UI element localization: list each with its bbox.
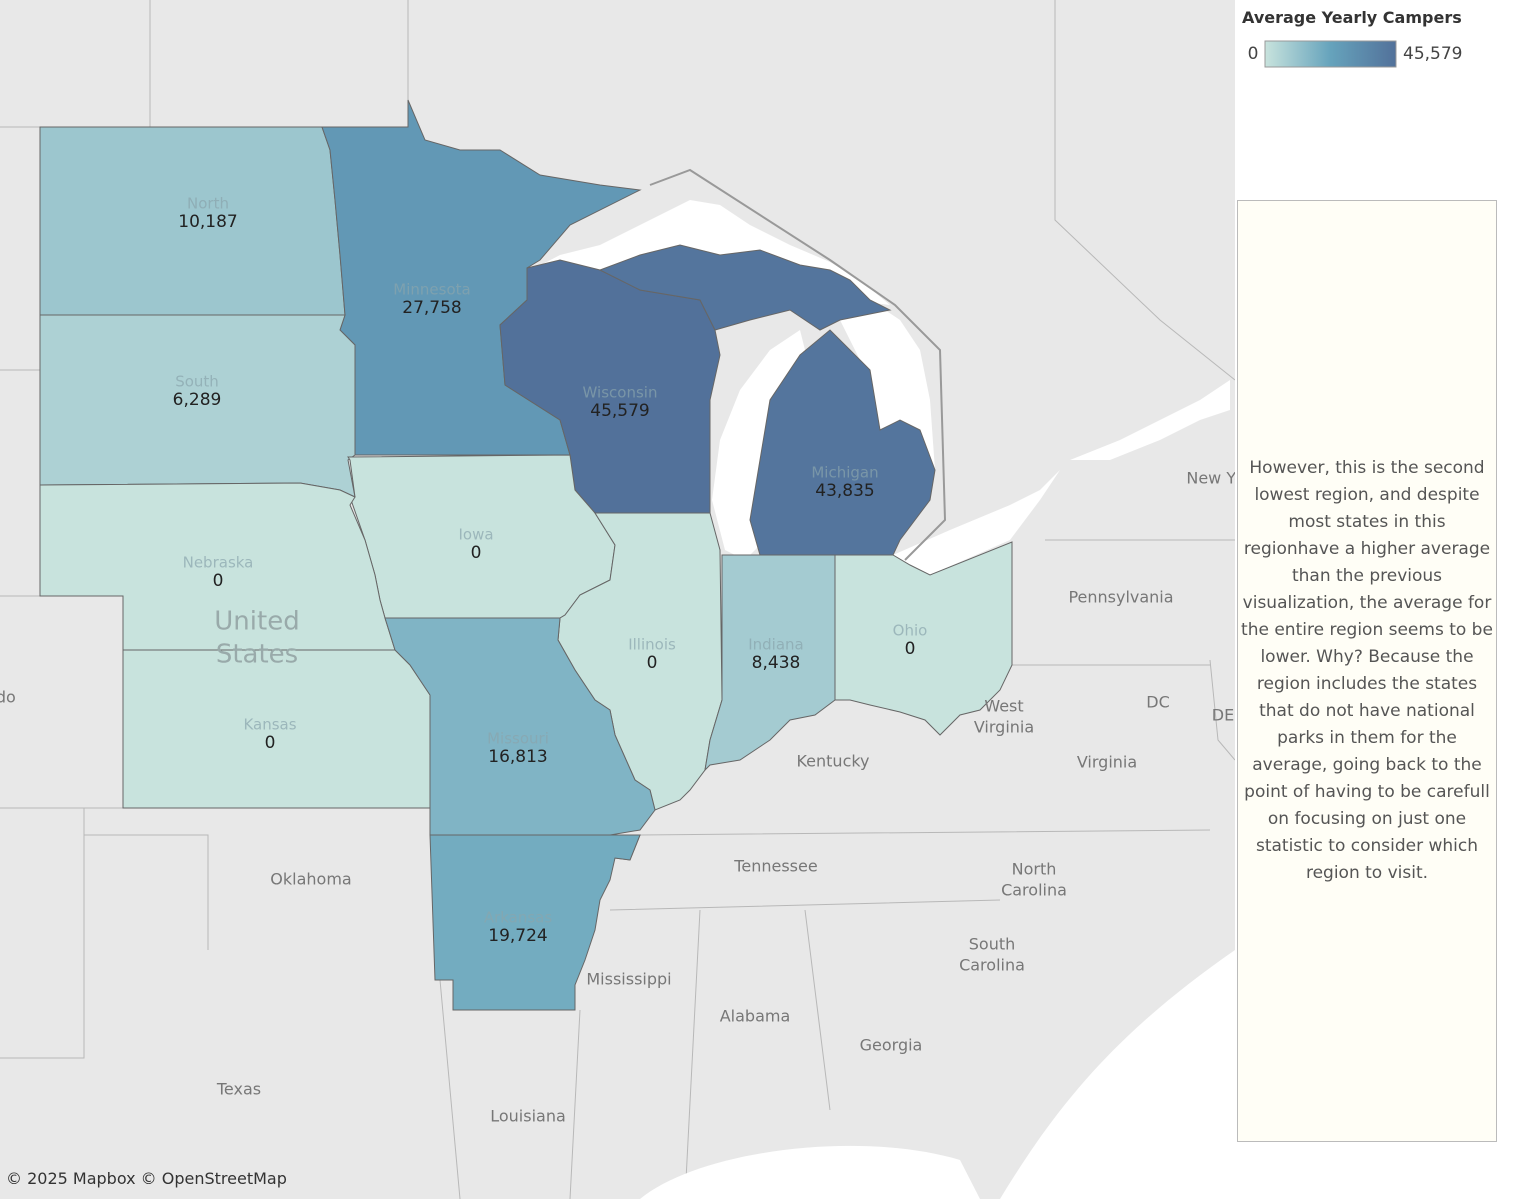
basemap-label: Virginia xyxy=(1077,753,1137,772)
region-name: Ohio xyxy=(893,622,928,640)
value-label: 0 xyxy=(471,543,482,563)
basemap-label: Mississippi xyxy=(586,970,671,989)
region-name: Arkansas xyxy=(484,909,553,927)
basemap-label: Louisiana xyxy=(490,1107,566,1126)
value-label: 0 xyxy=(265,733,276,753)
value-label: 16,813 xyxy=(488,747,547,767)
region-name: Nebraska xyxy=(183,554,254,572)
region-name: Indiana xyxy=(748,636,804,654)
region-name: Michigan xyxy=(811,464,878,482)
value-label: 19,724 xyxy=(488,926,547,946)
region-name: Wisconsin xyxy=(583,384,658,402)
legend-max: 45,579 xyxy=(1403,44,1462,64)
region xyxy=(39,482,396,651)
basemap-label: Kentucky xyxy=(796,752,869,771)
value-label: 27,758 xyxy=(402,298,461,318)
region-name: Minnesota xyxy=(393,281,470,299)
basemap-label: Alabama xyxy=(720,1007,791,1026)
value-label: 8,438 xyxy=(752,653,801,673)
legend: 0 45,579 xyxy=(1248,40,1462,68)
attribution: © 2025 Mapbox © OpenStreetMap xyxy=(6,1169,287,1188)
region-name: South xyxy=(175,373,219,391)
border-line xyxy=(649,168,947,561)
value-label: 45,579 xyxy=(590,401,649,421)
basemap-label: Oklahoma xyxy=(270,870,351,889)
region-name: North xyxy=(187,195,229,213)
basemap-label: United States xyxy=(214,606,299,669)
region xyxy=(384,617,656,861)
region xyxy=(429,834,641,1011)
region-name: Missouri xyxy=(487,730,549,748)
basemap-label: DE xyxy=(1212,706,1234,725)
legend-title: Average Yearly Campers xyxy=(1242,8,1462,27)
note-text: However, this is the second lowest regio… xyxy=(1241,458,1493,883)
legend-min: 0 xyxy=(1248,44,1259,64)
value-label: 43,835 xyxy=(815,481,874,501)
value-label: 0 xyxy=(213,571,224,591)
basemap-label: Tennessee xyxy=(733,857,817,876)
value-label: 10,187 xyxy=(178,212,237,232)
ocean xyxy=(640,950,1235,1199)
region-name: Kansas xyxy=(243,716,296,734)
region-name: Iowa xyxy=(458,526,493,544)
region xyxy=(598,244,936,556)
basemap-label: Georgia xyxy=(860,1036,923,1055)
value-label: 0 xyxy=(905,639,916,659)
basemap-label: DC xyxy=(1146,693,1170,712)
basemap-label: New York xyxy=(1186,469,1235,488)
value-label: 6,289 xyxy=(173,390,222,410)
basemap-label: South Carolina xyxy=(959,934,1025,974)
basemap-label: Pennsylvania xyxy=(1068,588,1173,607)
basemap-label: Colorado xyxy=(0,688,16,707)
region xyxy=(834,541,1013,736)
regions xyxy=(39,99,1013,1011)
value-label: 0 xyxy=(647,653,658,673)
legend-gradient xyxy=(1264,40,1397,68)
basemap-label: Texas xyxy=(216,1080,261,1099)
basemap-label: North Carolina xyxy=(1001,859,1067,899)
basemap-label: West Virginia xyxy=(974,696,1034,736)
note-box: However, this is the second lowest regio… xyxy=(1237,200,1497,1142)
region-name: Illinois xyxy=(628,636,676,654)
